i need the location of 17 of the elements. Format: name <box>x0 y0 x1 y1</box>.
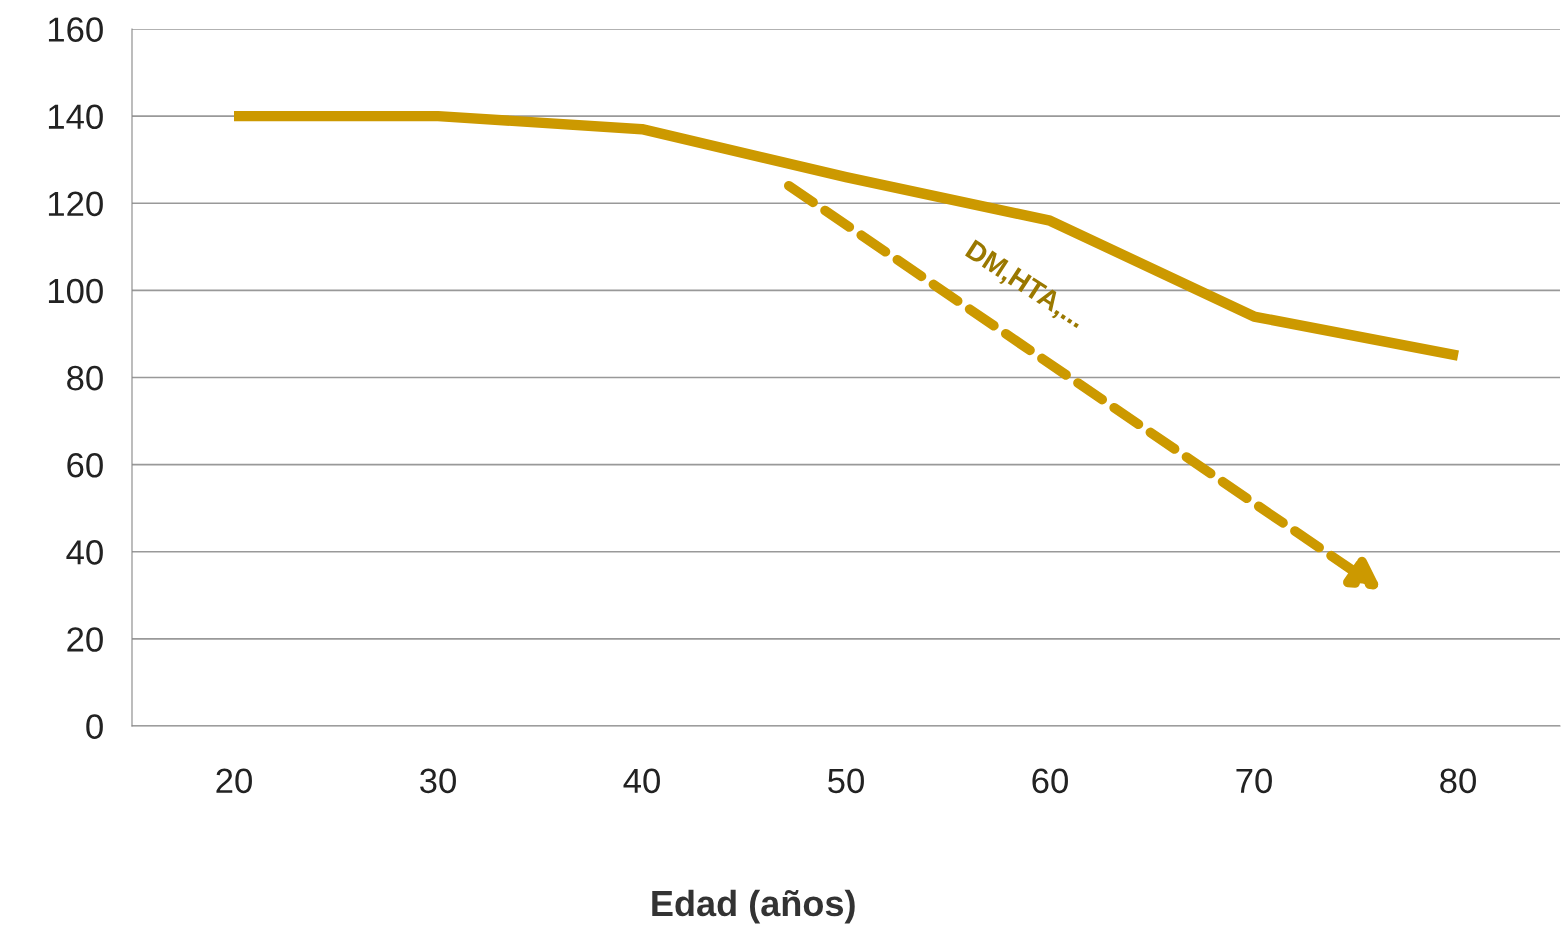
y-tick-label: 140 <box>48 104 103 130</box>
y-tick-label: 100 <box>48 278 103 304</box>
y-tick-label: 120 <box>48 191 103 217</box>
y-tick-label: 0 <box>86 714 103 739</box>
x-tick-label: 20 <box>216 768 252 794</box>
y-tick-label: 80 <box>67 365 103 391</box>
x-axis-title: Edad (años) <box>652 889 855 924</box>
x-tick-label: 50 <box>828 768 864 794</box>
x-tick-label: 80 <box>1440 768 1476 794</box>
y-tick-label: 40 <box>66 540 103 565</box>
y-tick-label: 20 <box>67 627 103 652</box>
x-tick-label: 60 <box>1032 768 1068 794</box>
x-tick-label: 70 <box>1236 768 1272 794</box>
y-tick-label: 160 <box>48 17 103 42</box>
x-tick-label: 40 <box>623 768 660 794</box>
x-tick-label: 30 <box>420 768 456 794</box>
y-tick-label: 60 <box>67 452 103 478</box>
